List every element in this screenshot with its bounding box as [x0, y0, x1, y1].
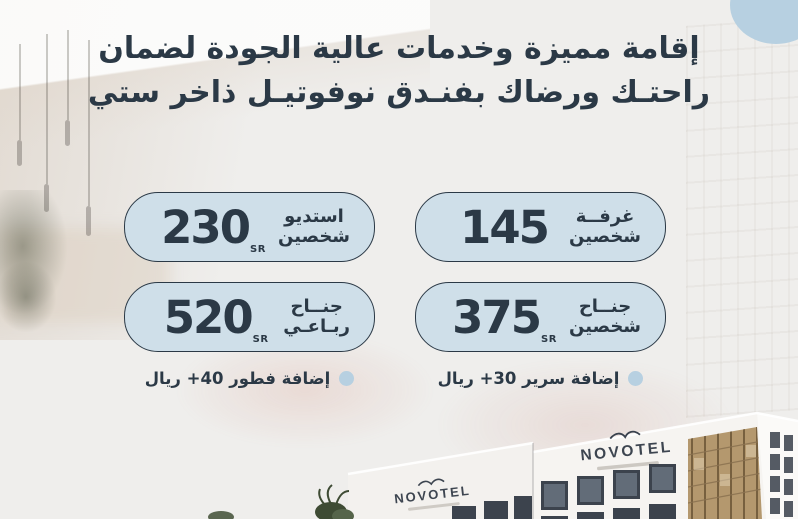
plant-illustration: [315, 484, 354, 519]
headline-line-1: إقامة مميزة وخدمات عالية الجودة لضمان: [98, 31, 700, 66]
price-card-room-two-persons: غرفــة شخصين 145: [415, 192, 666, 262]
pendant-light-cord: [67, 30, 69, 120]
price-value: 375SR: [452, 290, 557, 345]
pendant-light-bulb: [44, 184, 49, 212]
dot-icon: [339, 371, 355, 386]
sign-subtext-blur: [408, 502, 460, 511]
background-plant: [0, 262, 56, 332]
background-plant: [0, 190, 68, 315]
price-card-suite-quad: جنــاح ربـاعـي 520SR: [124, 282, 375, 352]
dot-icon: [628, 371, 644, 386]
pendant-light-cord: [46, 34, 48, 184]
currency-label: SR: [541, 333, 557, 345]
background-ceiling-edge: [0, 0, 430, 150]
note-extra-bed: إضافة سرير ‎+30‎ ريال: [415, 369, 666, 388]
price-value: 230SR: [161, 200, 266, 255]
room-type-label: غرفــة شخصين: [569, 205, 641, 247]
room-type-label: استديو شخصين: [278, 205, 350, 247]
side-face-windows: [770, 432, 793, 517]
price-value: 145: [460, 200, 550, 254]
headline: إقامة مميزة وخدمات عالية الجودة لضمان را…: [0, 27, 798, 115]
pendant-light-cord: [88, 40, 90, 206]
pendant-light-bulb: [65, 120, 70, 146]
notes-row: إضافة سرير ‎+30‎ ريال إضافة فطور ‎+40‎ ر…: [124, 369, 666, 388]
price-card-studio-two-persons: استديو شخصين 230SR: [124, 192, 375, 262]
building-right-wing-side: [757, 413, 798, 519]
plant-illustration-small: [208, 511, 234, 519]
pendant-light-bulb: [86, 206, 91, 236]
headline-line-2: راحتـك ورضاك بفنـدق نوفوتيـل ذاخر ستي: [87, 75, 711, 111]
currency-label: SR: [250, 243, 266, 255]
price-value: 520SR: [163, 290, 269, 345]
price-card-grid: غرفــة شخصين 145 استديو شخصين 230SR جنــ…: [124, 192, 666, 352]
currency-label: SR: [252, 333, 269, 345]
note-extra-breakfast: إضافة فطور ‎+40‎ ريال: [124, 369, 375, 388]
pendant-light-cord: [19, 44, 21, 140]
room-type-label: جنــاح ربـاعـي: [283, 295, 350, 337]
pendant-light-bulb: [17, 140, 22, 166]
left-wing-windows: [452, 496, 532, 519]
room-type-label: جنــاح شخصين: [569, 295, 641, 337]
price-card-suite-two-persons: جنــاح شخصين 375SR: [415, 282, 666, 352]
